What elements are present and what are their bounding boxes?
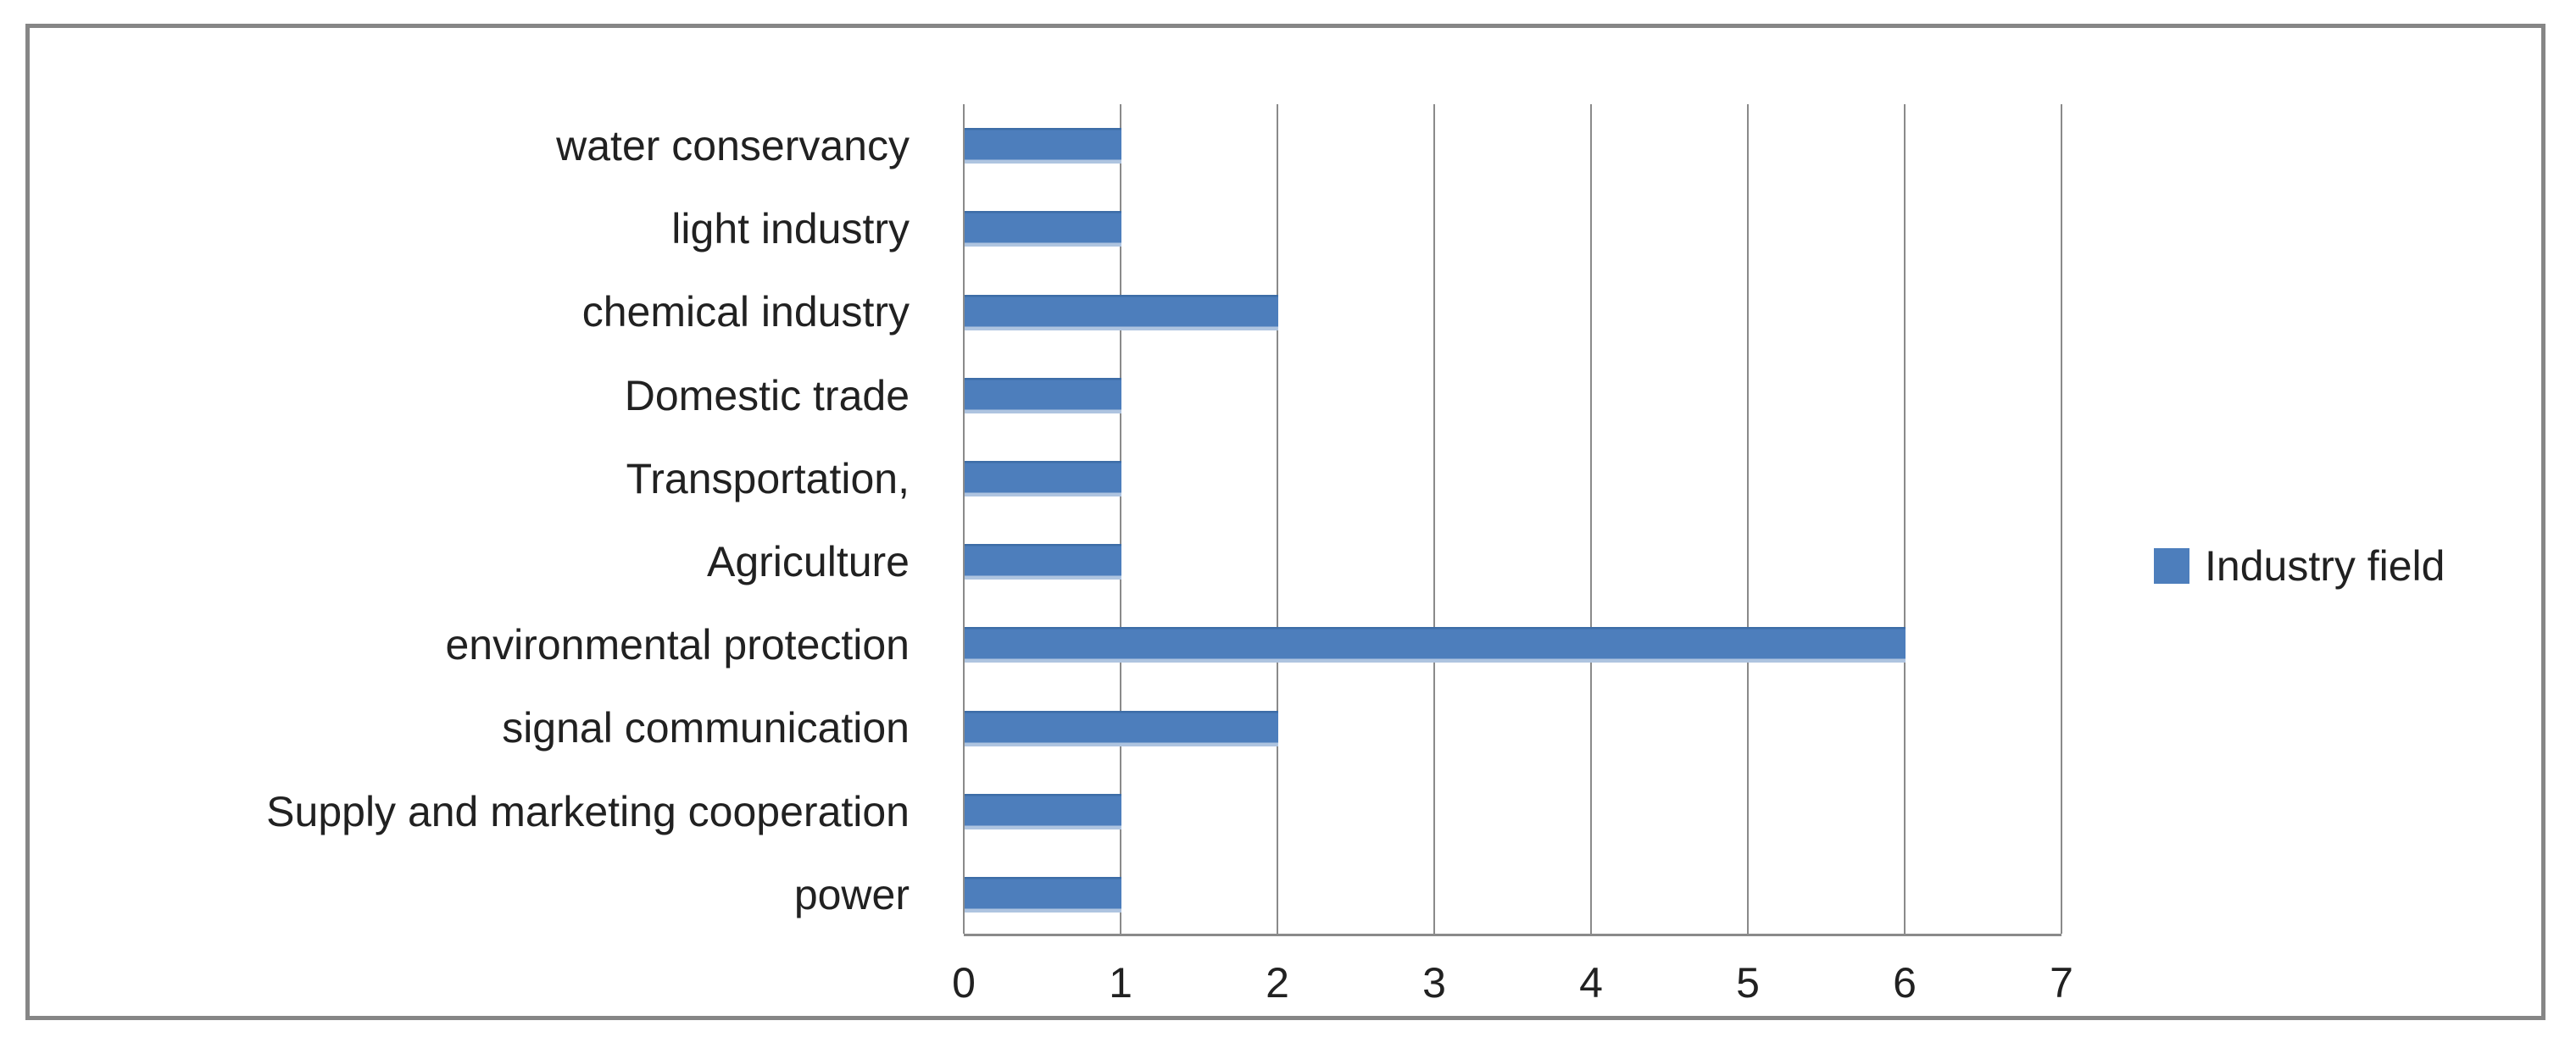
x-tick-label-5: 5 — [1736, 959, 1760, 1007]
legend-label: Industry field — [2205, 542, 2445, 590]
bar-water-conservancy — [965, 128, 1121, 164]
bar-chemical-industry — [965, 294, 1278, 330]
legend-swatch-icon — [2154, 548, 2189, 584]
plot-area — [963, 104, 2062, 936]
category-label-supply-and-marketing-cooperation: Supply and marketing cooperation — [266, 787, 910, 835]
bar-light-industry — [965, 211, 1121, 247]
x-tick-label-7: 7 — [2050, 959, 2073, 1007]
category-label-environmental-protection: environmental protection — [445, 621, 910, 669]
x-tick-label-1: 1 — [1109, 959, 1132, 1007]
bar-supply-and-marketing-cooperation — [965, 793, 1121, 829]
gridline-x-1 — [1120, 104, 1121, 934]
gridline-x-7 — [2061, 104, 2062, 934]
bar-environmental-protection — [965, 627, 1906, 663]
x-tick-label-2: 2 — [1266, 959, 1289, 1007]
gridline-x-0 — [963, 104, 965, 934]
gridline-x-6 — [1904, 104, 1906, 934]
category-label-water-conservancy: water conservancy — [556, 122, 910, 170]
bar-power — [965, 876, 1121, 913]
x-tick-label-6: 6 — [1893, 959, 1917, 1007]
bar-signal-communication — [965, 710, 1278, 746]
bar-transportation — [965, 460, 1121, 496]
category-label-signal-communication: signal communication — [502, 704, 910, 752]
category-label-agriculture: Agriculture — [707, 538, 910, 586]
category-label-light-industry: light industry — [671, 205, 910, 253]
chart-frame: water conservancy light industry chemical … — [25, 24, 2545, 1020]
x-tick-label-4: 4 — [1579, 959, 1603, 1007]
category-label-transportation: Transportation, — [626, 454, 910, 502]
bar-domestic-trade — [965, 377, 1121, 413]
gridline-x-3 — [1433, 104, 1435, 934]
category-label-power: power — [793, 870, 910, 918]
bar-agriculture — [965, 544, 1121, 580]
gridline-x-5 — [1747, 104, 1749, 934]
x-tick-label-3: 3 — [1422, 959, 1446, 1007]
legend: Industry field — [2154, 541, 2445, 591]
gridline-x-4 — [1590, 104, 1592, 934]
category-label-domestic-trade: Domestic trade — [624, 371, 910, 419]
category-label-chemical-industry: chemical industry — [581, 288, 910, 336]
y-axis-labels: water conservancy light industry chemical … — [30, 104, 910, 936]
gridline-x-2 — [1277, 104, 1278, 934]
x-tick-label-0: 0 — [952, 959, 976, 1007]
x-axis-ticks: 0 1 2 3 4 5 6 7 — [952, 958, 2073, 1026]
